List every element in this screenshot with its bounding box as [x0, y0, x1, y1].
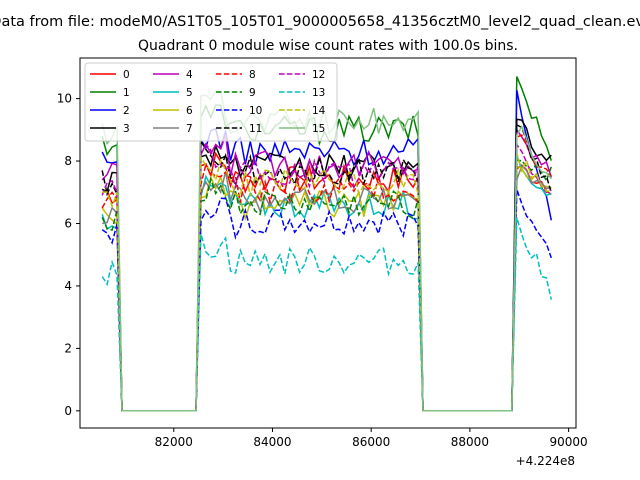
y-tick-label: 0	[64, 404, 72, 418]
legend-label: 12	[312, 69, 325, 81]
x-tick-label: 90000	[550, 435, 588, 449]
x-tick-label: 88000	[451, 435, 489, 449]
x-tick-label: 84000	[253, 435, 291, 449]
y-axis: 0 2 4 6 8 10	[57, 92, 80, 418]
legend-label: 15	[312, 123, 325, 135]
legend-label: 11	[249, 123, 262, 135]
y-tick-label: 2	[64, 341, 72, 355]
series-layer	[101, 76, 553, 412]
legend-label: 10	[249, 105, 262, 117]
legend-label: 0	[123, 69, 130, 81]
y-tick-label: 8	[64, 154, 72, 168]
legend-label: 6	[186, 105, 193, 117]
legend-label: 14	[312, 105, 326, 117]
figure-suptitle: Data from file: modeM0/AS1T05_105T01_900…	[0, 14, 640, 30]
y-tick-label: 10	[57, 92, 72, 106]
x-axis-offset-label: +4.224e8	[516, 454, 575, 468]
legend-frame	[84, 62, 338, 142]
legend-label: 5	[186, 87, 193, 99]
chart-title: Quadrant 0 module wise count rates with …	[138, 38, 518, 54]
y-tick-label: 6	[64, 216, 72, 230]
legend-label: 9	[249, 87, 256, 99]
series-line-13	[101, 217, 553, 412]
legend-label: 2	[123, 105, 130, 117]
x-tick-label: 82000	[155, 435, 193, 449]
plot-frame	[79, 57, 577, 429]
legend-label: 13	[312, 87, 325, 99]
legend-label: 3	[123, 123, 130, 135]
y-tick-label: 4	[64, 279, 72, 293]
legend-label: 8	[249, 69, 256, 81]
legend-label: 4	[186, 69, 193, 81]
legend-label: 7	[186, 123, 193, 135]
x-tick-label: 86000	[352, 435, 390, 449]
x-axis: 82000 84000 86000 88000 90000	[155, 428, 588, 449]
legend-label: 1	[123, 87, 130, 99]
